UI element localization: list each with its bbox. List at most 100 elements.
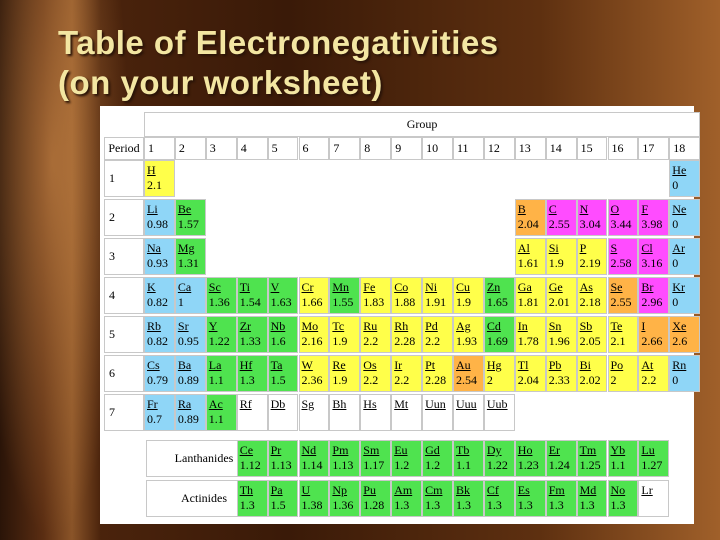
electronegativity: 2.28	[394, 334, 416, 348]
element-symbol: Xe	[672, 319, 687, 333]
electronegativity: 2.2	[425, 334, 441, 348]
electronegativity: 2.28	[425, 373, 447, 387]
element-symbol: Pb	[548, 358, 562, 372]
electronegativity: 1.36	[332, 498, 354, 512]
element-symbol: Fe	[363, 280, 376, 294]
element-symbol: F	[641, 202, 649, 216]
element-symbol: He	[672, 163, 687, 177]
group-number: 12	[483, 137, 515, 160]
electronegativity: 1.13	[270, 458, 292, 472]
electronegativity: 2.1	[147, 178, 162, 192]
electronegativity: 2.66	[641, 334, 663, 348]
group-number: 16	[607, 137, 639, 160]
element-cell: Bi 2.02	[576, 355, 608, 392]
element-cell: Uun	[422, 394, 453, 431]
period-number: 5	[104, 316, 144, 353]
element-symbol: Bk	[456, 483, 471, 497]
element-symbol: Db	[270, 397, 286, 411]
element-symbol: Ti	[239, 280, 250, 294]
element-symbol: Uub	[486, 397, 508, 411]
element-cell: Fr 0.7	[144, 394, 175, 431]
element-cell: Er 1.24	[545, 440, 577, 477]
element-symbol: Cm	[425, 483, 443, 497]
element-cell: Ti 1.54	[236, 277, 268, 314]
element-cell: Sg	[298, 394, 330, 431]
electronegativity: 1.3	[456, 498, 471, 512]
element-symbol: Hs	[363, 397, 377, 411]
electronegativity: 2.02	[579, 373, 601, 387]
element-cell: Kr 0	[669, 277, 701, 314]
electronegativity: 1.9	[456, 295, 471, 309]
electronegativity: 3.16	[641, 256, 663, 270]
element-cell: Nd 1.14	[298, 440, 330, 477]
element-symbol: Ho	[517, 443, 533, 457]
electronegativity: 2.01	[548, 295, 570, 309]
period-number: 6	[104, 355, 144, 392]
element-cell: At 2.2	[638, 355, 670, 392]
element-symbol: Rf	[239, 397, 252, 411]
electronegativity: 3.04	[579, 217, 601, 231]
element-cell: Ar 0	[669, 238, 701, 275]
element-cell: Mg 1.31	[174, 238, 206, 275]
group-number: 13	[514, 137, 546, 160]
element-cell: Hs	[360, 394, 392, 431]
element-cell: Au 2.54	[453, 355, 484, 392]
electronegativity: 1.9	[548, 256, 564, 270]
element-cell: F 3.98	[638, 199, 670, 236]
electronegativity: 1.3	[579, 498, 595, 512]
element-cell: Ac 1.1	[205, 394, 237, 431]
element-symbol: P	[579, 241, 587, 255]
element-cell: C 2.55	[545, 199, 577, 236]
group-number: 2	[174, 137, 206, 160]
electronegativity: 1.22	[486, 458, 508, 472]
element-symbol: Ba	[177, 358, 192, 372]
element-symbol: Al	[517, 241, 530, 255]
element-cell: Ce 1.12	[236, 440, 268, 477]
element-cell: Sn 1.96	[545, 316, 577, 353]
element-symbol: Ge	[548, 280, 563, 294]
electronegativity: 2.18	[579, 295, 601, 309]
element-symbol: No	[610, 483, 626, 497]
element-symbol: Th	[239, 483, 254, 497]
element-symbol: H	[147, 163, 156, 177]
element-symbol: Ta	[270, 358, 283, 372]
element-cell: Np 1.36	[329, 480, 361, 517]
electronegativity: 1.17	[363, 458, 385, 472]
element-cell: Ta 1.5	[267, 355, 299, 392]
electronegativity: 1.14	[301, 458, 323, 472]
period-number: 7	[104, 394, 144, 431]
element-cell: W 2.36	[298, 355, 330, 392]
element-cell: Ru 2.2	[360, 316, 392, 353]
element-cell: Eu 1.2	[391, 440, 423, 477]
element-symbol: Cr	[301, 280, 314, 294]
element-cell: Ni 1.91	[422, 277, 453, 314]
element-cell: Fm 1.3	[545, 480, 577, 517]
electronegativity: 1.78	[517, 334, 539, 348]
element-symbol: Mt	[394, 397, 409, 411]
element-cell: Br 2.96	[638, 277, 670, 314]
element-cell: Ca 1	[174, 277, 206, 314]
group-number: 3	[205, 137, 237, 160]
element-cell: Cs 0.79	[144, 355, 175, 392]
element-symbol: Pd	[425, 319, 438, 333]
electronegativity: 2.33	[548, 373, 570, 387]
element-symbol: Bi	[579, 358, 591, 372]
element-symbol: Md	[579, 483, 597, 497]
group-number: 6	[298, 137, 330, 160]
group-number: 10	[422, 137, 453, 160]
electronegativity: 2.05	[579, 334, 601, 348]
element-symbol: Be	[177, 202, 192, 216]
element-symbol: Zr	[239, 319, 252, 333]
electronegativity: 2	[486, 373, 493, 387]
element-symbol: Es	[517, 483, 530, 497]
element-symbol: S	[610, 241, 618, 255]
element-symbol: La	[208, 358, 222, 372]
element-symbol: I	[641, 319, 646, 333]
element-symbol: Rn	[672, 358, 687, 372]
element-symbol: Dy	[486, 443, 502, 457]
element-cell: Rb 0.82	[144, 316, 175, 353]
element-symbol: Ce	[239, 443, 254, 457]
element-cell: Pd 2.2	[422, 316, 453, 353]
group-header: Group	[144, 112, 701, 137]
element-symbol: Ac	[208, 397, 223, 411]
